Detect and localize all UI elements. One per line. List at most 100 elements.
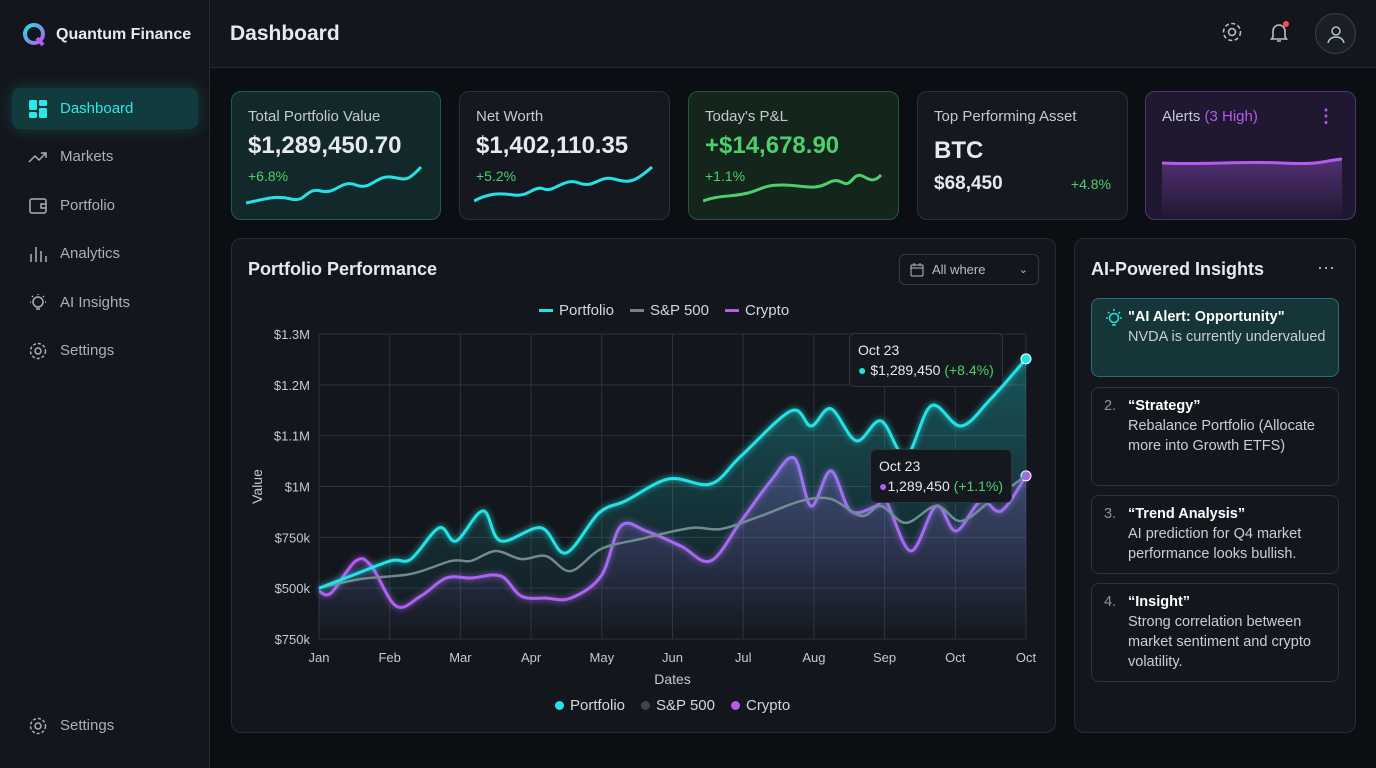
- y-tick-label: $1.3M: [274, 327, 310, 342]
- sidebar-item-label: Dashboard: [60, 100, 134, 117]
- card-change: +1.1%: [705, 168, 746, 184]
- card-change: +6.8%: [248, 168, 289, 184]
- card-label: Total Portfolio Value: [248, 108, 381, 125]
- x-tick-label: Apr: [521, 650, 542, 665]
- sidebar-item-markets[interactable]: Markets: [12, 136, 198, 177]
- x-tick-label: May: [590, 650, 615, 665]
- y-tick-label: $1.2M: [274, 378, 310, 393]
- page-title: Dashboard: [230, 22, 340, 45]
- insight-item[interactable]: 3. “Trend Analysis” AI prediction for Q4 m…: [1091, 495, 1339, 574]
- x-tick-label: Sep: [873, 650, 896, 665]
- y-tick-label: $1M: [285, 480, 310, 495]
- sidebar-settings-bottom[interactable]: Settings: [12, 705, 198, 746]
- alerts-label: Alerts: [1162, 108, 1201, 125]
- point-portfolio: [1020, 353, 1032, 365]
- sparkline: [703, 173, 883, 203]
- card-label: Alerts (3 High): [1162, 108, 1339, 125]
- legend-sp500[interactable]: S&P 500: [630, 302, 709, 319]
- card-change: +4.8%: [1070, 176, 1111, 192]
- y-tick-label: $500k: [275, 581, 311, 596]
- legend-crypto[interactable]: Crypto: [730, 697, 790, 714]
- logo-icon: [23, 23, 45, 47]
- card-todays-pnl[interactable]: Today's P&L +$14,678.90 +1.1%: [688, 91, 899, 220]
- card-value: $1,289,450.70: [248, 132, 402, 159]
- insight-item[interactable]: 4. “Insight” Strong correlation between ma…: [1091, 583, 1339, 682]
- performance-panel: Portfolio Performance All where ⌄ Portfol…: [231, 238, 1056, 733]
- user-avatar[interactable]: [1315, 13, 1356, 54]
- user-icon: [1326, 25, 1345, 43]
- chevron-down-icon: ⌄: [1018, 264, 1028, 276]
- area-portfolio: [319, 358, 1026, 639]
- sparkline: [1162, 157, 1342, 219]
- y-axis-label: Value: [249, 469, 265, 504]
- sidebar-item-label: Analytics: [60, 245, 121, 262]
- filter-value: All where: [932, 262, 986, 277]
- x-tick-label: Feb: [378, 650, 400, 665]
- legend-crypto[interactable]: Crypto: [724, 302, 789, 319]
- x-tick-label: Jun: [662, 650, 683, 665]
- card-label: Today's P&L: [705, 108, 788, 125]
- dashboard-icon: [29, 99, 47, 118]
- x-tick-label: Oct: [1016, 650, 1037, 665]
- insight-item[interactable]: 2. “Strategy” Rebalance Portfolio (Allocat…: [1091, 387, 1339, 486]
- x-tick-label: Jul: [735, 650, 752, 665]
- settings-icon[interactable]: [1220, 20, 1244, 44]
- card-alerts[interactable]: Alerts (3 High) ⋮: [1145, 91, 1356, 220]
- app-logo[interactable]: Quantum Finance: [22, 22, 191, 48]
- card-total-portfolio[interactable]: Total Portfolio Value $1,289,450.70 +6.8…: [231, 91, 441, 220]
- asset-symbol: BTC: [934, 137, 984, 164]
- y-tick-label: $1.1M: [274, 429, 310, 444]
- sparkline: [246, 165, 423, 205]
- x-axis-label: Dates: [654, 671, 691, 687]
- sparkline: [474, 165, 653, 203]
- performance-chart[interactable]: $750k $500k $750k $1M $1.1M $1.2M $1.3M Jan Feb M…: [232, 239, 1057, 734]
- legend-sp500[interactable]: S&P 500: [641, 697, 715, 714]
- sidebar-item-label: Settings: [60, 342, 115, 359]
- panel-title: AI-Powered Insights: [1091, 259, 1265, 279]
- chart-legend-bottom: Portfolio S&P 500 Crypto: [555, 697, 790, 714]
- insights-panel: AI-Powered Insights ··· "AI Alert: Oppor…: [1074, 238, 1356, 733]
- filter-dropdown[interactable]: All where ⌄: [899, 254, 1039, 285]
- sidebar-item-label: AI Insights: [60, 294, 131, 311]
- tooltip-portfolio: Oct 23 ● $1,289,450 (+8.4%): [849, 333, 1003, 387]
- header: Dashboard: [210, 0, 1376, 68]
- trend-icon: [28, 151, 47, 163]
- card-change: +5.2%: [476, 168, 517, 184]
- gear-icon: [29, 717, 47, 734]
- sidebar-item-ai-insights[interactable]: AI Insights: [12, 282, 198, 323]
- calendar-icon: [910, 262, 924, 276]
- bulb-icon: [30, 293, 46, 310]
- y-tick-label: $750k: [275, 530, 311, 545]
- more-horizontal-icon[interactable]: ···: [1317, 257, 1335, 277]
- sidebar-item-label: Portfolio: [60, 197, 116, 214]
- bell-icon[interactable]: [1267, 20, 1291, 44]
- app-name: Quantum Finance: [56, 26, 192, 43]
- tooltip-crypto: Oct 23 ●1,289,450 (+1.1%): [870, 449, 1013, 503]
- alerts-count: (3 High): [1204, 108, 1258, 125]
- x-tick-label: Oct: [945, 650, 966, 665]
- sidebar-item-dashboard[interactable]: Dashboard: [12, 88, 198, 129]
- more-vertical-icon[interactable]: ⋮: [1317, 106, 1335, 126]
- asset-price: $68,450: [934, 173, 1003, 194]
- card-value: +$14,678.90: [705, 132, 840, 159]
- card-net-worth[interactable]: Net Worth $1,402,110.35 +5.2%: [459, 91, 670, 220]
- sidebar-item-portfolio[interactable]: Portfolio: [12, 185, 198, 226]
- sidebar: Quantum Finance Dashboard Markets Portfo…: [0, 0, 210, 768]
- x-tick-label: Mar: [449, 650, 472, 665]
- bulb-icon: [1106, 309, 1122, 326]
- legend-portfolio[interactable]: Portfolio: [555, 697, 625, 714]
- legend-portfolio[interactable]: Portfolio: [539, 302, 614, 319]
- card-top-asset[interactable]: Top Performing Asset BTC $68,450 +4.8%: [917, 91, 1128, 220]
- sidebar-item-analytics[interactable]: Analytics: [12, 233, 198, 274]
- bars-icon: [30, 246, 47, 262]
- card-label: Net Worth: [476, 108, 544, 125]
- chart-legend-top: Portfolio S&P 500 Crypto: [539, 302, 789, 319]
- card-label: Top Performing Asset: [934, 108, 1077, 125]
- insight-item[interactable]: "AI Alert: Opportunity" NVDA is currently…: [1091, 298, 1339, 377]
- y-tick-label: $750k: [275, 632, 311, 647]
- sidebar-item-settings[interactable]: Settings: [12, 330, 198, 371]
- panel-title: Portfolio Performance: [248, 259, 438, 279]
- wallet-icon: [29, 197, 47, 214]
- gear-icon: [29, 342, 47, 359]
- sidebar-item-label: Markets: [60, 148, 114, 165]
